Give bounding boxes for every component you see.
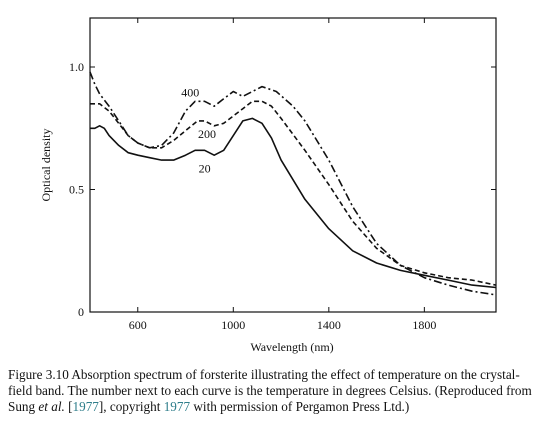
caption-text-3: ], copyright (98, 399, 164, 414)
absorption-chart: 600 1000 1400 1800 0 0.5 1.0 400 200 20 Waveleng… (39, 17, 497, 354)
x-tick-label: 1400 (317, 318, 341, 332)
curve-20c (90, 117, 497, 289)
curve-label-400: 400 (181, 85, 199, 99)
curve-400c (89, 71, 497, 296)
caption-ref-link[interactable]: 1977 (72, 399, 99, 414)
plot-frame (89, 17, 497, 313)
curves-group (89, 71, 497, 296)
x-axis-label: Wavelength (nm) (250, 340, 333, 354)
y-tick-label: 0.5 (69, 183, 84, 197)
figure-caption: Figure 3.10 Absorption spectrum of forst… (8, 367, 536, 415)
caption-text-4: with permission of Pergamon Press Ltd.) (190, 399, 410, 414)
curve-labels-group: 400 200 20 (181, 85, 216, 175)
caption-text-2: [ (64, 399, 73, 414)
axis-ticks: 600 1000 1400 1800 0 0.5 1.0 (69, 18, 496, 332)
caption-copyright-year: 1977 (163, 399, 191, 414)
caption-etal: et al. (38, 399, 65, 414)
y-axis-label: Optical density (39, 129, 53, 202)
y-tick-label: 1.0 (69, 60, 84, 74)
curve-200c (90, 100, 497, 286)
x-tick-label: 600 (129, 318, 147, 332)
curve-label-20: 20 (199, 161, 211, 175)
y-tick-label: 0 (78, 305, 84, 319)
x-tick-label: 1000 (221, 318, 245, 332)
caption-text-1: Figure 3.10 Absorption spectrum of forst… (8, 367, 532, 414)
curve-label-200: 200 (198, 127, 216, 141)
x-tick-label: 1800 (412, 318, 436, 332)
